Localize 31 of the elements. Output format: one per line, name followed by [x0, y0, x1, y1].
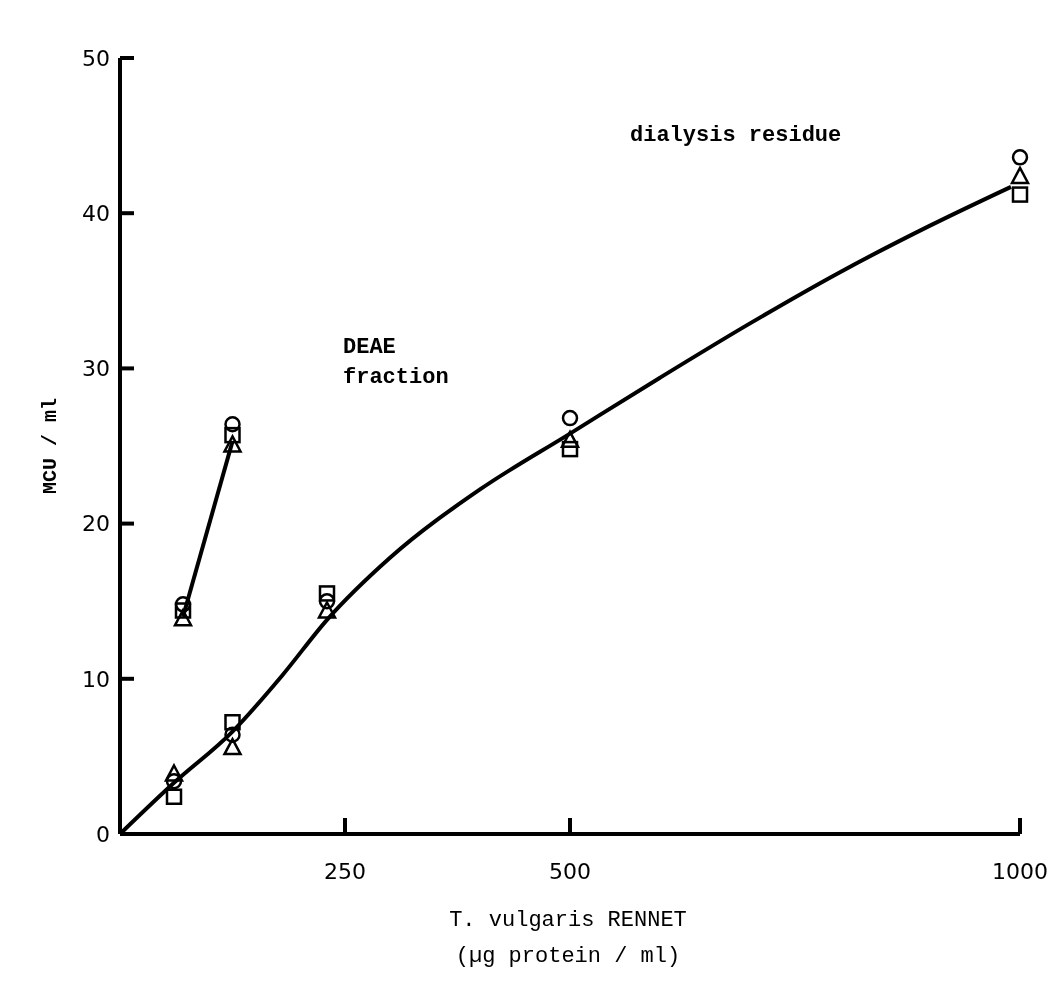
point [318, 585, 336, 602]
point [1011, 186, 1029, 203]
point [1011, 149, 1029, 166]
point [1010, 166, 1030, 185]
y-tick-label: 30 [82, 356, 110, 382]
point [164, 764, 184, 782]
point [561, 440, 579, 458]
y-tick-label: 10 [82, 666, 110, 692]
point [560, 430, 580, 449]
point [223, 737, 242, 756]
point [224, 426, 241, 444]
annotation: dialysis residue [630, 123, 842, 148]
y-tick-label: 40 [82, 200, 110, 226]
point [224, 416, 241, 433]
x-tick-label: 500 [549, 859, 591, 884]
point [174, 602, 192, 619]
point [165, 788, 183, 805]
x-tick-label: 1000 [992, 859, 1048, 884]
y-tick-label: 0 [96, 821, 110, 847]
point [173, 609, 193, 627]
y-axis-title: MCU / ml [39, 397, 62, 495]
point [318, 592, 336, 610]
y-tick-label: 50 [82, 45, 110, 71]
point [223, 435, 242, 453]
y-tick-label: 20 [82, 511, 110, 537]
point [561, 409, 579, 427]
x-tick-label: 250 [324, 859, 366, 884]
point [224, 714, 241, 731]
annotation: DEAE fraction [343, 335, 449, 390]
point [317, 601, 337, 619]
x-axis-title: T. vulgaris RENNET (µg protein / ml) [449, 908, 687, 969]
